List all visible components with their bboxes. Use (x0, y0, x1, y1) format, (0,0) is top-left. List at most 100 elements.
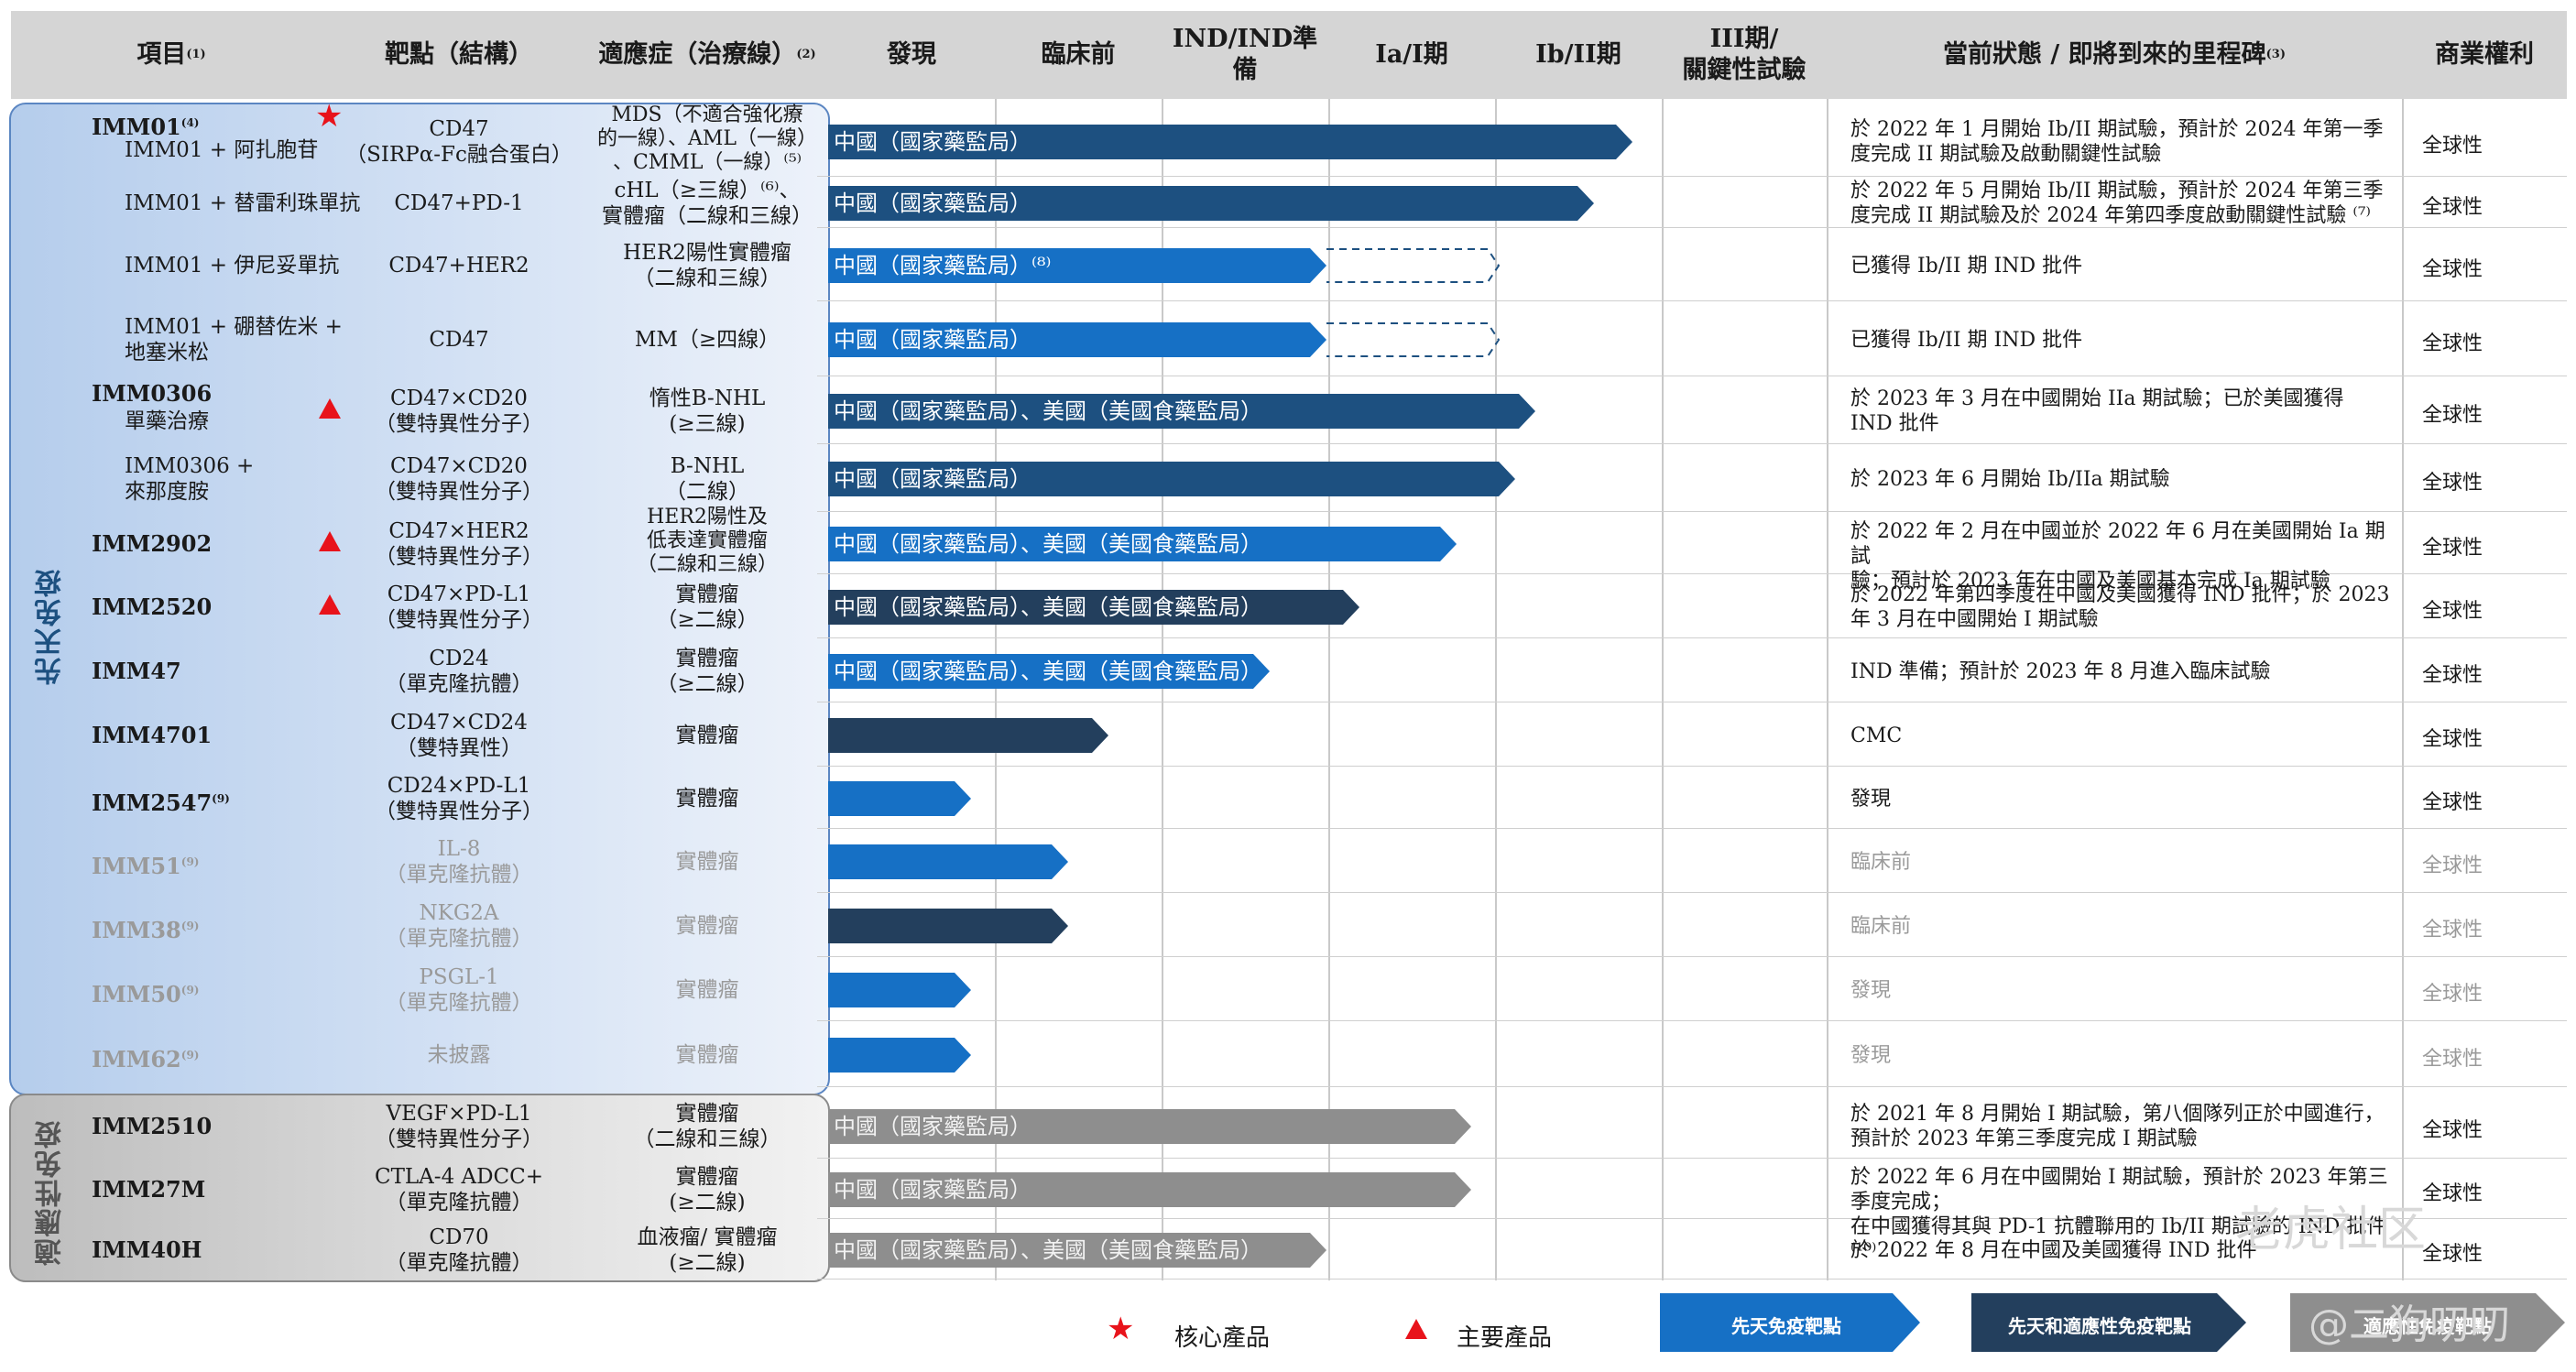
progress-bar-label: 中國（國家藥監局）、美國（美國食藥監局） (834, 594, 1262, 620)
project-name-text: IMM0306 (92, 380, 213, 407)
progress-bar-label: 中國（國家藥監局） (834, 327, 1031, 353)
target-cell: CD24×PD-L1 （雙特異性分子） (332, 773, 586, 824)
grid-line (2402, 99, 2404, 1280)
target-cell: CTLA-4 ADCC+ （單克隆抗體） (332, 1164, 586, 1215)
header-phase2: Ib/II期 (1535, 40, 1621, 69)
progress-bar-shape (828, 394, 1535, 429)
progress-bar (828, 1038, 971, 1073)
target-cell: CD70 （單克隆抗體） (332, 1225, 586, 1276)
target-cell: PSGL-1 （單克隆抗體） (332, 964, 586, 1016)
indication-cell: 惰性B-NHL (≥三線) (586, 386, 828, 437)
project-subtitle-line2: 來那度胺 (125, 480, 209, 504)
project-subtitle-line2: 地塞米松 (125, 341, 209, 365)
indication-line: B-NHL (670, 454, 745, 478)
grid-line (1827, 99, 1828, 1280)
row-divider (817, 511, 2567, 512)
header-indication-text: 適應症（治療線） (598, 40, 797, 69)
indication-cell: B-NHL （二線） (586, 453, 828, 505)
indication-line: （二線和三線） (633, 1127, 781, 1151)
indication-cell: HER2陽性實體瘤 （二線和三線） (586, 240, 828, 291)
indication-line: 實體瘤（二線和三線） (602, 204, 813, 228)
rights-cell: 全球性 (2422, 1243, 2483, 1266)
indication-line: 血液瘤/ 實體瘤 (637, 1225, 778, 1249)
project-name-note: (9) (180, 984, 200, 996)
rights-cell: 全球性 (2422, 404, 2483, 427)
target-line: （雙特異性分子） (375, 608, 543, 632)
project-name-note: (9) (212, 792, 230, 805)
status-cell: 於 2022 年 2 月在中國並於 2022 年 6 月在美國開始 Ia 期試驗… (1850, 519, 2400, 593)
status-line: CMC (1850, 724, 1903, 747)
project-name: IMM47 (92, 659, 181, 684)
status-line: 發現 (1850, 978, 1892, 1002)
progress-bar (828, 322, 1501, 357)
indication-line: 低表達實體瘤 (646, 529, 768, 552)
status-line: 已獲得 Ib/II 期 IND 批件 (1850, 254, 2083, 278)
header-phase3-line2: 關鍵性試驗 (1682, 56, 1806, 84)
indication-line: 實體瘤 (675, 914, 739, 938)
status-cell: 臨床前 (1850, 850, 2400, 875)
row-divider (817, 176, 2567, 177)
indication-line: HER2陽性實體瘤 (623, 241, 791, 265)
target-line: CD47×HER2 (388, 519, 529, 543)
progress-bar (828, 654, 1270, 689)
indication-cell: 實體瘤 (586, 786, 828, 811)
status-line: 發現 (1850, 787, 1892, 811)
row-divider (817, 956, 2567, 957)
status-line: 於 2022 年 6 月在中國開始 I 期試驗，預計於 2023 年第三季度完成… (1850, 1166, 2388, 1214)
target-line: CD47×CD24 (390, 711, 528, 735)
status-cell: 於 2023 年 3 月在中國開始 IIa 期試驗；已於美國獲得 IND 批件 (1850, 387, 2400, 436)
progress-bar-label: 中國（國家藥監局） (834, 1114, 1031, 1139)
status-line: 已獲得 Ib/II 期 IND 批件 (1850, 328, 2083, 352)
indication-line: 實體瘤 (675, 978, 739, 1002)
planned-bar-outline (1326, 248, 1501, 283)
target-cell: CD47+HER2 (332, 253, 586, 278)
project-name-text: IMM38 (92, 917, 181, 943)
status-cell: 臨床前 (1850, 914, 2400, 939)
progress-bar (828, 973, 971, 1007)
project-name: IMM4701 (92, 723, 212, 748)
target-line: CD70 (429, 1225, 489, 1249)
legend-core: 核心產品 (1174, 1324, 1271, 1352)
target-line: （雙特異性分子） (375, 1127, 543, 1151)
target-line: CD47×PD-L1 (387, 583, 531, 606)
header-ind: IND/IND準備 (1172, 25, 1318, 84)
progress-bar (828, 462, 1515, 496)
progress-bar (828, 781, 971, 816)
target-line: （單克隆抗體） (385, 672, 533, 696)
grid-line (1662, 99, 1664, 1280)
grid-line (1495, 99, 1497, 1280)
indication-line: 實體瘤 (675, 1102, 739, 1126)
target-line: （單克隆抗體） (385, 1251, 533, 1275)
progress-bar-shape (828, 248, 1326, 283)
target-line: （SIRPα-Fc融合蛋白） (345, 143, 573, 167)
status-line: 於 2022 年 5 月開始 Ib/II 期試驗，預計於 2024 年第三季 (1850, 180, 2384, 202)
status-cell: 於 2023 年 6 月開始 Ib/IIa 期試驗 (1850, 467, 2400, 492)
grid-line (995, 99, 997, 1280)
target-line: CD24×PD-L1 (387, 774, 531, 798)
target-cell: CD47×PD-L1 （雙特異性分子） (332, 582, 586, 633)
innate-group-label: 先天免疫 (35, 568, 67, 685)
legend-innate-adaptive-bar (1971, 1293, 2246, 1352)
project-name-text: IMM40H (92, 1236, 202, 1263)
rights-cell: 全球性 (2422, 728, 2483, 751)
project-name-text: IMM4701 (92, 722, 213, 748)
project-name: IMM2510 (92, 1114, 212, 1139)
indication-cell: 實體瘤 (586, 723, 828, 748)
header-status-note: (3) (2265, 48, 2287, 61)
legend-adaptive-label: 適應性免疫靶點 (2363, 1315, 2492, 1337)
indication-line: MDS（不適合強化療 (611, 103, 803, 126)
rights-cell: 全球性 (2422, 919, 2483, 942)
project-name: IMM50(9) (92, 977, 199, 1007)
status-cell: 發現 (1850, 1043, 2400, 1068)
project-name: IMM0306 (92, 381, 212, 407)
progress-bar-shape (828, 1038, 971, 1073)
indication-line: （≥二線） (656, 608, 759, 632)
indication-line: 實體瘤 (675, 583, 739, 606)
target-line: （單克隆抗體） (385, 863, 533, 887)
core-product-star-icon: ★ (1107, 1311, 1135, 1347)
progress-bar-label: 中國（國家藥監局） (834, 1177, 1031, 1203)
header-preclinical: 臨床前 (1041, 40, 1116, 69)
target-line: CTLA-4 ADCC+ (374, 1165, 544, 1189)
indication-line: 實體瘤 (675, 724, 739, 747)
progress-bar-label: 中國（國家藥監局）、美國（美國食藥監局） (834, 1237, 1262, 1263)
